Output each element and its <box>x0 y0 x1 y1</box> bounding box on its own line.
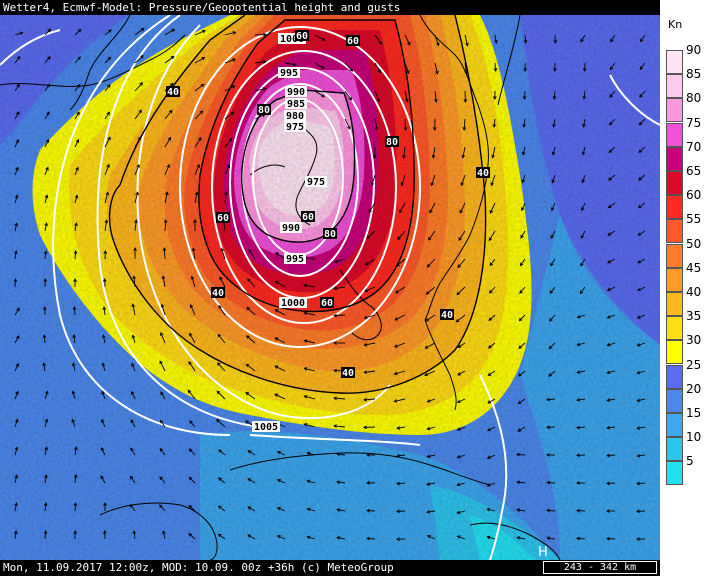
pressure-label-1005: 1005 <box>252 421 280 433</box>
svg-text:40: 40 <box>212 288 224 299</box>
legend-label-70: 70 <box>686 139 702 154</box>
svg-text:985: 985 <box>287 99 305 110</box>
pressure-label-995-top: 995 <box>278 67 300 79</box>
gust-label-40-e: 40 <box>476 167 490 179</box>
pressure-labels: 995 990 985 980 975 975 990 995 1000 100… <box>252 33 327 433</box>
legend-unit: Kn <box>668 18 683 31</box>
legend-label-35: 35 <box>686 309 702 324</box>
legend-label-50: 50 <box>686 236 702 251</box>
legend-label-60: 60 <box>686 188 702 203</box>
legend-swatch-10 <box>666 437 683 462</box>
legend-label-90: 90 <box>686 43 702 57</box>
legend-swatch-65 <box>666 171 683 195</box>
pressure-label-975-mid: 975 <box>305 176 327 188</box>
legend-label-25: 25 <box>686 357 702 372</box>
wind-arrows <box>13 27 646 541</box>
legend-swatch-45 <box>666 267 683 292</box>
legend-swatch-75 <box>666 122 683 147</box>
gust-label-60-inner: 60 <box>301 211 315 223</box>
gust-labels: 40 40 40 40 40 60 60 60 80 80 80 60 60 <box>166 30 490 379</box>
gust-label-40-w: 40 <box>211 287 225 299</box>
svg-text:980: 980 <box>286 111 304 122</box>
gust-label-40-nw: 40 <box>166 86 180 98</box>
legend-label-5: 5 <box>686 454 694 469</box>
legend-swatch-5 <box>666 461 683 486</box>
texture-overlay <box>0 15 660 560</box>
svg-text:60: 60 <box>217 213 229 224</box>
svg-text:60: 60 <box>302 212 314 223</box>
svg-text:80: 80 <box>258 105 270 116</box>
gust-label-40-s: 40 <box>341 367 355 379</box>
legend-swatch-55 <box>666 219 683 244</box>
legend-label-20: 20 <box>686 381 702 396</box>
svg-text:990: 990 <box>287 87 305 98</box>
pressure-label-975-top: 975 <box>284 121 306 133</box>
pressure-label-990-bottom: 990 <box>280 222 302 234</box>
distance-scale: 243 - 342 km <box>543 561 657 574</box>
legend-label-40: 40 <box>686 285 702 299</box>
legend-label-45: 45 <box>686 260 702 275</box>
map-footer: Mon, 11.09.2017 12:00z, MOD: 10.09. 00z … <box>0 560 660 576</box>
legend-label-30: 30 <box>686 333 702 348</box>
legend-label-65: 65 <box>686 164 702 178</box>
svg-text:40: 40 <box>477 168 489 179</box>
legend-label-55: 55 <box>686 212 702 227</box>
legend-swatch-30 <box>666 340 683 365</box>
legend-label-85: 85 <box>686 67 702 82</box>
gust-label-60-ne: 60 <box>346 35 360 47</box>
high-pressure-marker: H <box>538 545 548 560</box>
legend-swatch-80 <box>666 98 683 123</box>
legend-swatch-90 <box>666 50 683 74</box>
legend-swatch-60 <box>666 195 683 220</box>
gust-label-60-s: 60 <box>320 297 334 309</box>
svg-text:60: 60 <box>321 298 333 309</box>
map-title: Wetter4, Ecmwf-Model: Pressure/Geopotent… <box>0 0 660 15</box>
legend-swatch-70 <box>666 146 683 171</box>
svg-text:1005: 1005 <box>254 422 278 433</box>
gust-legend: Kn 90 85 80 75 70 65 60 55 50 45 40 35 30 25 20 15 10 5 <box>660 0 720 576</box>
svg-text:975: 975 <box>307 177 325 188</box>
legend-swatch-50 <box>666 243 683 268</box>
svg-text:995: 995 <box>286 254 304 265</box>
gust-label-80-nw: 80 <box>257 104 271 116</box>
svg-text:40: 40 <box>167 87 179 98</box>
svg-text:990: 990 <box>282 223 300 234</box>
svg-text:80: 80 <box>386 137 398 148</box>
svg-text:60: 60 <box>296 31 308 42</box>
legend-swatch-35 <box>666 316 683 341</box>
legend-label-10: 10 <box>686 430 702 445</box>
pressure-label-990-top: 990 <box>285 86 307 98</box>
legend-swatch-40 <box>666 292 683 316</box>
legend-label-15: 15 <box>686 406 702 420</box>
svg-text:40: 40 <box>342 368 354 379</box>
svg-text:975: 975 <box>286 122 304 133</box>
legend-swatch-20 <box>666 388 683 413</box>
pressure-label-1000: 1000 <box>279 297 307 309</box>
svg-text:995: 995 <box>280 68 298 79</box>
pressure-label-995-bottom: 995 <box>284 253 306 265</box>
gust-label-80-s: 80 <box>323 228 337 240</box>
svg-text:1000: 1000 <box>281 298 305 309</box>
gust-label-80-e: 80 <box>385 136 399 148</box>
gust-contours <box>108 15 487 394</box>
legend-swatch-25 <box>666 364 683 389</box>
svg-text:1000: 1000 <box>280 34 304 45</box>
svg-text:40: 40 <box>441 310 453 321</box>
legend-label-80: 80 <box>686 91 702 106</box>
legend-label-75: 75 <box>686 115 702 130</box>
pressure-label-980: 980 <box>284 110 306 122</box>
gust-label-60-w: 60 <box>216 212 230 224</box>
gust-label-40-se: 40 <box>440 309 454 321</box>
svg-text:80: 80 <box>324 229 336 240</box>
legend-swatch-85 <box>666 74 683 99</box>
gust-label-60-top: 60 <box>295 30 309 42</box>
pressure-label-1000-top-partial: 1000 <box>278 33 306 45</box>
gust-pressure-map: 995 990 985 980 975 975 990 995 1000 100… <box>0 15 660 560</box>
pressure-label-985: 985 <box>285 98 307 110</box>
svg-text:60: 60 <box>347 36 359 47</box>
legend-swatch-15 <box>666 413 683 437</box>
